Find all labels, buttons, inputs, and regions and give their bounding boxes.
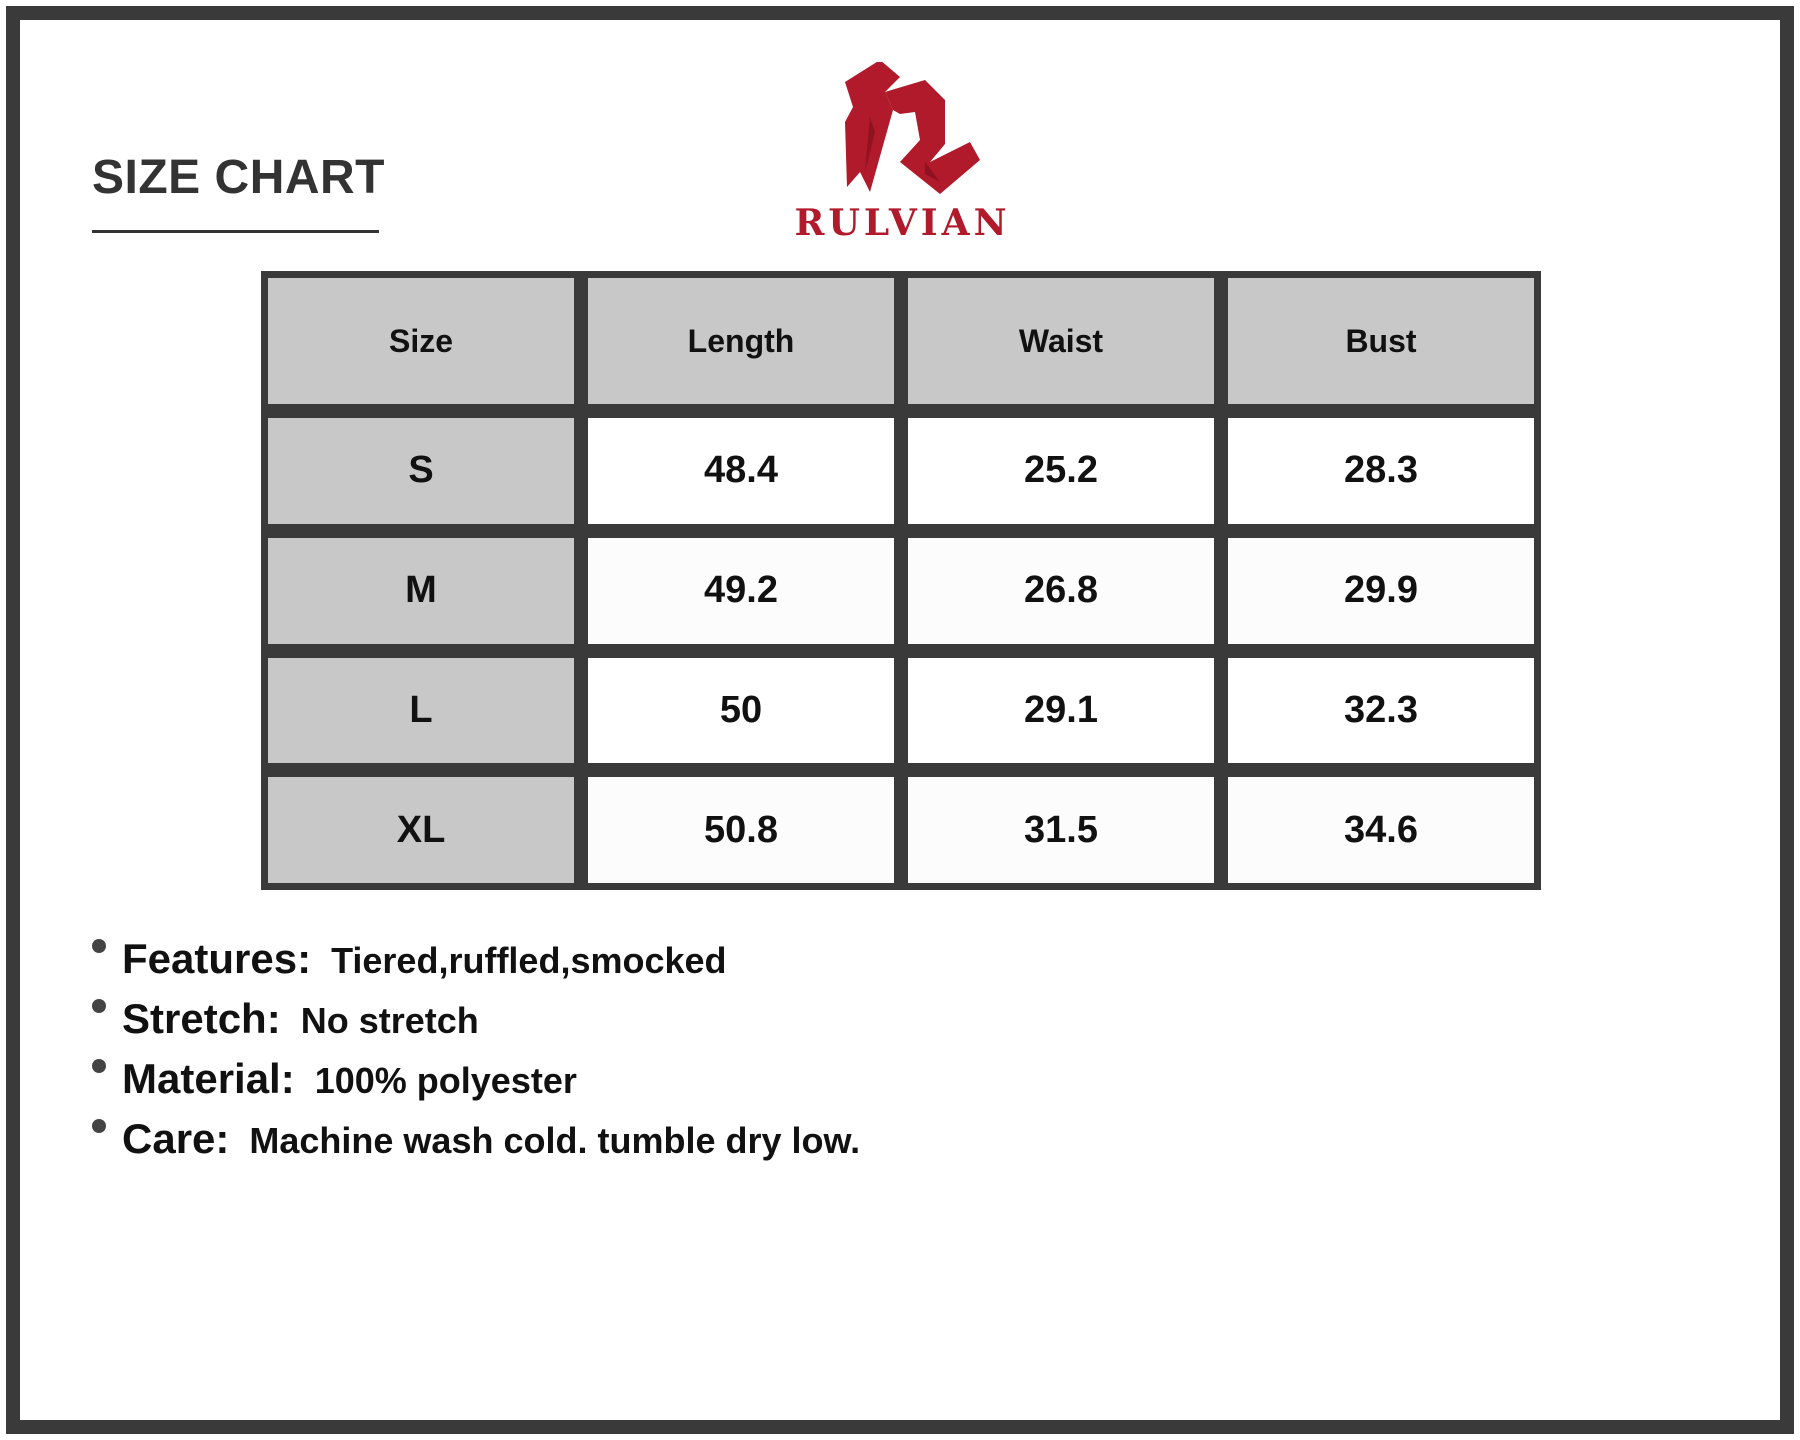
- brand-name: RULVIAN: [794, 202, 1011, 244]
- spec-label: Material:: [122, 1055, 295, 1102]
- spec-material: Material: 100% polyester: [92, 1055, 860, 1115]
- spec-label: Features:: [122, 935, 312, 982]
- header-waist: Waist: [908, 278, 1214, 404]
- row-size: L: [268, 657, 574, 764]
- spec-value: No stretch: [300, 1000, 479, 1041]
- spec-value: Machine wash cold. tumble dry low.: [249, 1120, 861, 1161]
- row-bust: 28.3: [1228, 418, 1534, 524]
- brand-logo: RULVIAN: [775, 60, 1030, 252]
- row-bust: 32.3: [1228, 657, 1534, 764]
- spec-stretch: Stretch: No stretch: [92, 995, 860, 1055]
- row-waist: 25.2: [908, 418, 1214, 524]
- spec-label: Care:: [122, 1115, 230, 1162]
- row-waist: 29.1: [908, 657, 1214, 764]
- product-specs: Features: Tiered,ruffled,smocked Stretch…: [92, 935, 860, 1175]
- spec-label: Stretch:: [122, 995, 281, 1042]
- row-length: 48.4: [588, 418, 894, 524]
- size-table: Size Length Waist Bust S 48.4 25.2 28.3 …: [261, 271, 1541, 890]
- row-length: 50.8: [588, 777, 894, 883]
- bullet-icon: [92, 999, 106, 1013]
- brand-r-icon: [845, 60, 980, 194]
- row-waist: 31.5: [908, 777, 1214, 883]
- header-bust: Bust: [1228, 278, 1534, 404]
- spec-features: Features: Tiered,ruffled,smocked: [92, 935, 860, 995]
- row-size: M: [268, 537, 574, 644]
- spec-value: 100% polyester: [314, 1060, 577, 1101]
- spec-value: Tiered,ruffled,smocked: [331, 940, 727, 981]
- row-length: 50: [588, 657, 894, 764]
- row-length: 49.2: [588, 537, 894, 644]
- row-size: S: [268, 418, 574, 524]
- row-bust: 34.6: [1228, 777, 1534, 883]
- row-bust: 29.9: [1228, 537, 1534, 644]
- title-underline: [92, 230, 379, 233]
- header-size: Size: [268, 278, 574, 404]
- row-size: XL: [268, 777, 574, 883]
- page-title: SIZE CHART: [92, 151, 385, 204]
- bullet-icon: [92, 939, 106, 953]
- bullet-icon: [92, 1059, 106, 1073]
- header-length: Length: [588, 278, 894, 404]
- row-waist: 26.8: [908, 537, 1214, 644]
- bullet-icon: [92, 1119, 106, 1133]
- spec-care: Care: Machine wash cold. tumble dry low.: [92, 1115, 860, 1175]
